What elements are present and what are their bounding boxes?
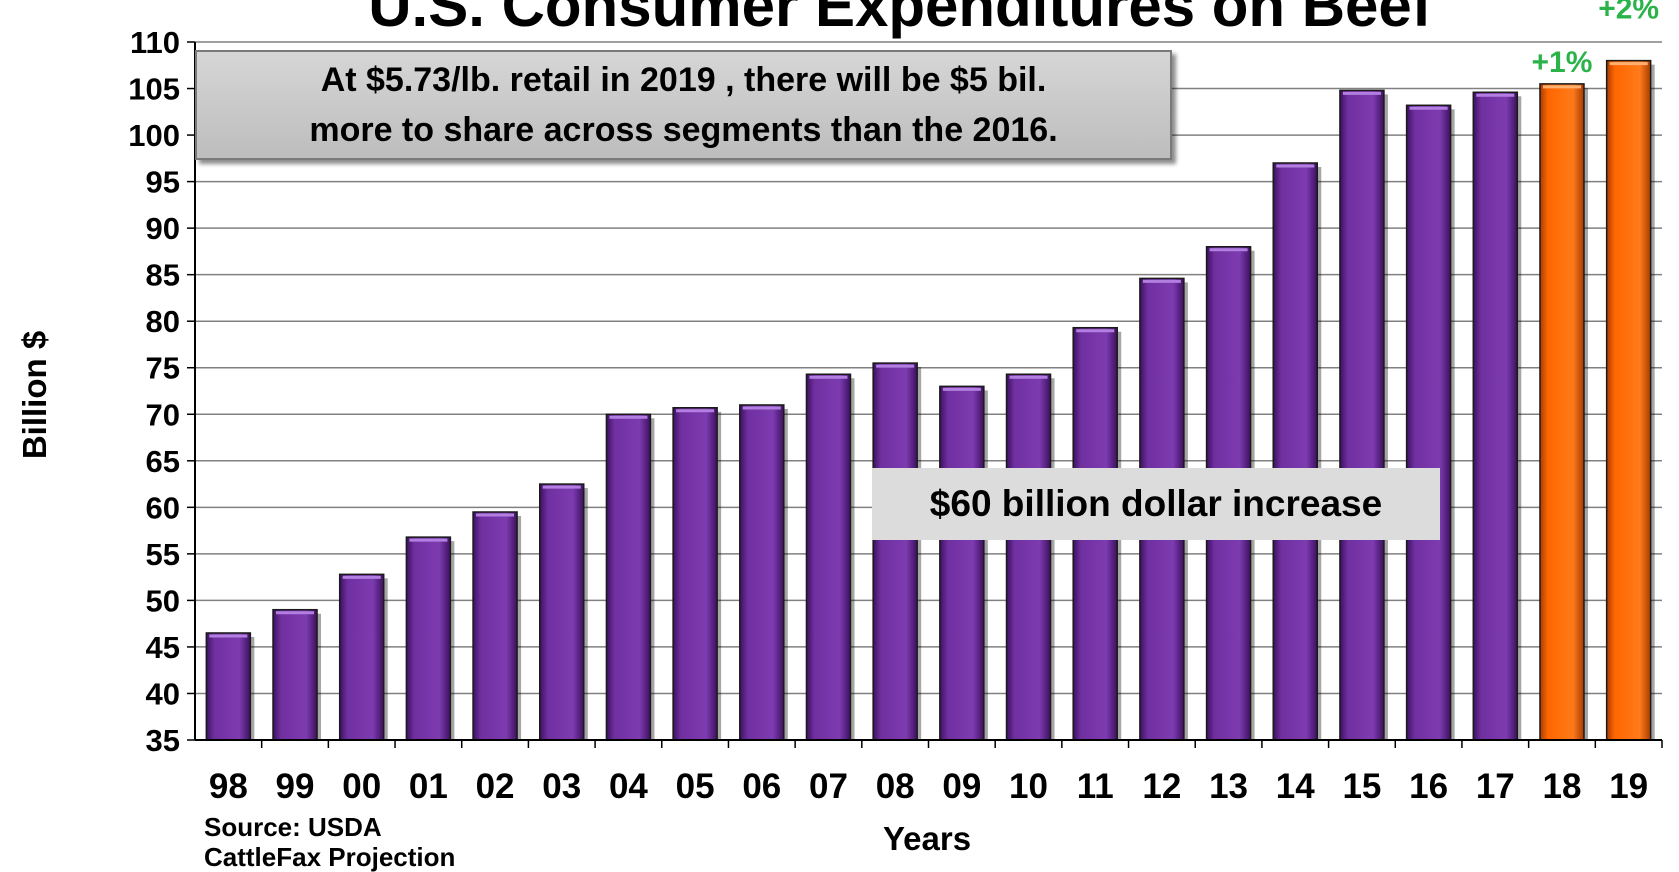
x-tick-label: 02: [476, 767, 515, 806]
percent-annotations: +1%+2%: [1532, 0, 1660, 79]
x-tick-label: 11: [1077, 767, 1114, 806]
x-tick-label: 14: [1276, 767, 1315, 806]
y-tick-label: 40: [146, 676, 180, 711]
bar: [939, 385, 985, 741]
x-tick-label: 03: [542, 767, 581, 806]
bar-projection: [1539, 83, 1585, 741]
callout-line-2: more to share across segments than the 2…: [309, 111, 1058, 149]
x-tick-label: 07: [809, 767, 848, 806]
x-tick-label: 04: [609, 767, 648, 806]
bar: [272, 608, 318, 741]
percent-change-label: +1%: [1532, 46, 1593, 79]
x-tick-label: 18: [1543, 767, 1582, 806]
increase-callout: $60 billion dollar increase: [872, 468, 1440, 540]
bar: [205, 632, 252, 741]
bar: [405, 536, 452, 741]
x-tick-label: 10: [1009, 767, 1048, 806]
x-tick-label: 19: [1609, 767, 1648, 806]
y-tick-label: 55: [146, 537, 180, 572]
callout-line-1: At $5.73/lb. retail in 2019 , there will…: [320, 61, 1047, 99]
x-tick-labels: 98 99 00 01 02 03 04 05 06 07 08 09 10 11 12 13 14 15 16 17…: [209, 767, 1648, 806]
x-tick-label: 00: [342, 767, 381, 806]
bar: [538, 483, 585, 741]
x-tick-label: 16: [1409, 767, 1448, 806]
y-tick-label: 35: [146, 723, 180, 758]
y-tick-label: 85: [146, 258, 180, 293]
x-tick-label: 99: [276, 767, 315, 806]
bar: [672, 407, 718, 741]
bar: [472, 511, 518, 741]
y-tick-label: 80: [146, 304, 180, 339]
chart-title: U.S. Consumer Expenditures on Beef: [368, 0, 1433, 39]
bar: [1405, 104, 1452, 741]
x-tick-label: 98: [209, 767, 248, 806]
x-tick-label: 13: [1209, 767, 1248, 806]
x-tick-label: 06: [742, 767, 781, 806]
bar: [872, 362, 918, 741]
y-tick-labels: 35 40 45 50 55 60 65 70 75 80 85 90 95 100 105 110: [128, 25, 180, 758]
bar: [1472, 91, 1519, 741]
bar: [805, 373, 852, 741]
bar: [1005, 373, 1052, 741]
bar: [338, 573, 385, 741]
projection-label: CattleFax Projection: [204, 842, 455, 872]
y-tick-label: 70: [146, 397, 180, 432]
bar: [605, 413, 652, 741]
y-tick-label: 75: [146, 351, 180, 386]
percent-change-label: +2%: [1598, 0, 1659, 26]
y-tick-label: 45: [146, 630, 180, 665]
y-tick-label: 90: [146, 211, 180, 246]
x-axis-title: Years: [883, 820, 971, 857]
bar: [739, 404, 785, 741]
bars: [205, 59, 1655, 741]
x-tick-label: 05: [676, 767, 715, 806]
retail-price-callout: At $5.73/lb. retail in 2019 , there will…: [195, 50, 1172, 160]
y-axis-title: Billion $: [16, 331, 53, 459]
y-tick-label: 65: [146, 444, 180, 479]
source-label: Source: USDA: [204, 812, 382, 842]
bar: [1272, 162, 1319, 741]
x-tick-label: 01: [409, 767, 448, 806]
y-tick-label: 100: [128, 118, 180, 153]
y-tick-label: 110: [130, 25, 180, 60]
x-tick-label: 17: [1476, 767, 1515, 806]
y-tick-label: 95: [146, 165, 180, 200]
x-tick-label: 09: [942, 767, 981, 806]
x-tick-label: 08: [876, 767, 915, 806]
y-tick-label: 105: [128, 72, 180, 107]
bar-projection: [1605, 59, 1652, 741]
x-tick-label: 15: [1342, 767, 1381, 806]
x-tick-label: 12: [1142, 767, 1181, 806]
y-tick-label: 60: [146, 490, 180, 525]
bar: [1339, 89, 1385, 741]
y-tick-label: 50: [146, 583, 180, 618]
